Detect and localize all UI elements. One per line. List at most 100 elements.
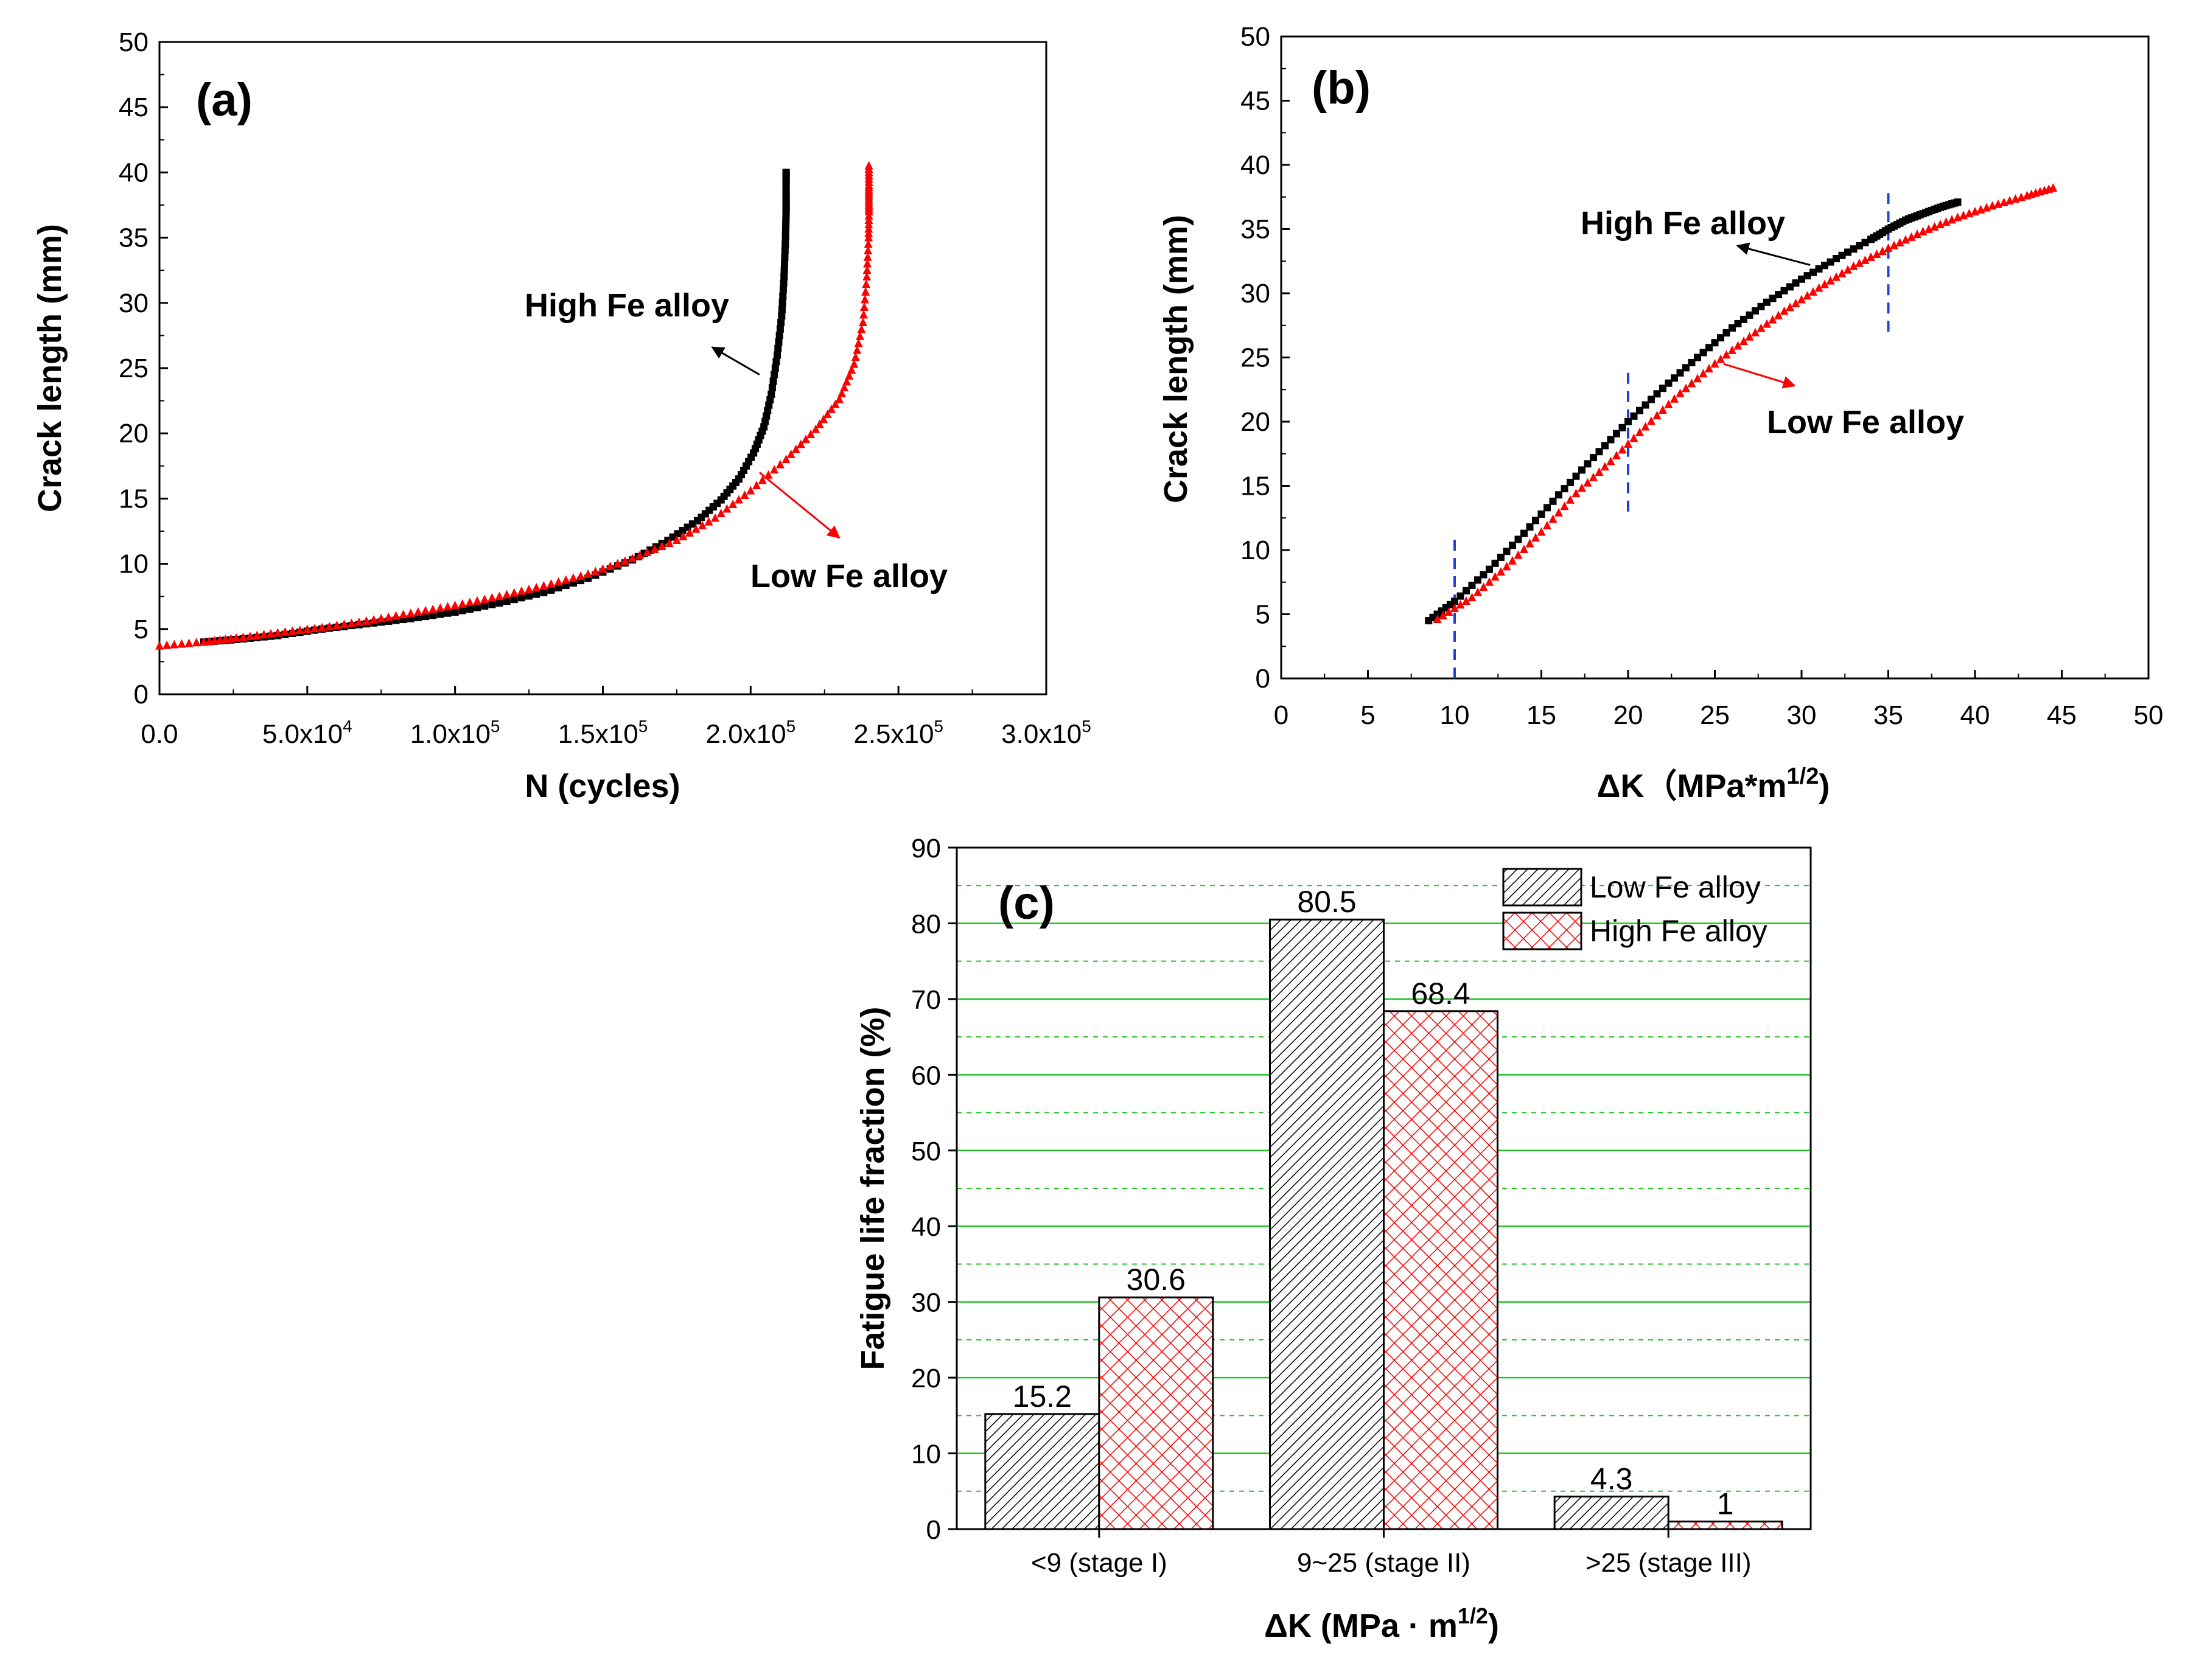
data-point [1595, 448, 1603, 456]
data-point [862, 271, 872, 281]
data-point [1694, 354, 1701, 361]
data-point [781, 253, 789, 261]
data-point [1769, 295, 1777, 302]
y-tick-label: 40 [119, 158, 149, 187]
data-point [253, 630, 262, 640]
data-point [1665, 379, 1673, 387]
data-point [406, 608, 415, 618]
data-point [554, 584, 562, 591]
data-point [391, 611, 400, 620]
data-point [1463, 587, 1470, 594]
data-point [864, 161, 873, 170]
x-tick-label: 35 [1873, 700, 1903, 730]
x-axis-label: N (cycles) [525, 768, 680, 804]
annotation-arrow [758, 472, 841, 539]
data-point [1786, 283, 1794, 291]
data-point [503, 598, 511, 605]
data-point [1474, 587, 1482, 596]
data-point [318, 622, 327, 632]
data-point [1826, 276, 1835, 285]
legend-label-low-fe: Low Fe alloy [1590, 870, 1761, 904]
data-point [1687, 378, 1696, 388]
data-point [502, 590, 511, 599]
data-point [1878, 246, 1887, 256]
data-point [837, 388, 847, 397]
data-point [1774, 310, 1783, 319]
data-point [273, 628, 282, 637]
data-point [1884, 243, 1893, 253]
data-point [429, 612, 437, 619]
data-point [850, 359, 859, 368]
data-point [1872, 249, 1881, 258]
data-point [815, 419, 824, 428]
chart-panel-b: 0 5 10 15 20 25 30 35 40 45 50 0 5 10 15 20 25 30 35 40 45 50… [1158, 22, 2163, 804]
data-point [779, 286, 787, 294]
data-point [1815, 265, 1823, 273]
data-point [781, 455, 791, 464]
data-point [1717, 334, 1724, 342]
data-point [1734, 319, 1742, 327]
data-point [1514, 535, 1522, 543]
data-point [1746, 311, 1753, 319]
data-point [698, 520, 707, 529]
data-point [729, 500, 738, 509]
data-point [444, 609, 452, 617]
data-point [2049, 183, 2058, 192]
legend: Low Fe alloy High Fe alloy [1502, 868, 1767, 950]
data-point [421, 605, 430, 615]
data-point [450, 601, 460, 610]
y-tick-label: 20 [911, 1364, 941, 1393]
data-point [1861, 255, 1870, 264]
axis-ticks: 0 5 10 15 20 25 30 35 40 45 50 0 5 10 15 20 25 30 35 40 45 50 [1240, 22, 2163, 730]
data-point [495, 599, 503, 607]
data-point [778, 312, 786, 320]
y-tick-label: 50 [1240, 22, 1270, 52]
y-axis-label: Fatigue life fraction (%) [855, 1006, 891, 1370]
data-point [517, 586, 526, 595]
data-point [1693, 374, 1702, 383]
annotation-arrow [1736, 242, 1811, 267]
data-point [488, 593, 497, 602]
x-tick-label: 25 [1700, 700, 1730, 730]
data-point [458, 599, 467, 608]
data-point [1509, 542, 1516, 549]
data-point [1543, 504, 1551, 512]
data-point [399, 610, 408, 619]
data-point [1705, 344, 1713, 352]
data-point [1571, 489, 1581, 498]
data-point [1837, 268, 1847, 277]
legend-swatch-low-fe [1502, 868, 1582, 907]
data-point [413, 607, 422, 616]
data-point [533, 590, 540, 598]
y-tick-label: 40 [1240, 150, 1270, 180]
data-point [369, 615, 379, 624]
data-point [685, 528, 694, 537]
data-point [1584, 460, 1592, 468]
data-point [422, 613, 430, 621]
data-point [835, 394, 844, 403]
data-point [1647, 416, 1655, 425]
data-point [657, 542, 666, 551]
data-point [1468, 582, 1476, 590]
y-tick-label: 15 [119, 484, 149, 514]
x-tick-label: 2.0x105 [705, 717, 795, 749]
data-point [786, 449, 795, 458]
data-point [1462, 596, 1470, 605]
axis-ticks: 0 5 10 15 20 25 30 35 40 45 50 0.0 5.0x104 1.0x105 1.5… [119, 27, 1091, 749]
data-point [1456, 600, 1465, 609]
x-tick-label: 5.0x104 [262, 717, 352, 749]
data-point [1844, 248, 1851, 256]
data-point [1786, 302, 1794, 312]
data-point [1480, 571, 1488, 579]
data-point [547, 579, 556, 588]
data-point [1763, 319, 1771, 328]
data-point [192, 638, 201, 647]
data-point [1659, 385, 1666, 392]
data-point [1699, 349, 1707, 357]
data-point [650, 545, 659, 554]
data-point [862, 279, 871, 288]
bar-value-label: 4.3 [1590, 1462, 1633, 1496]
data-point [1503, 548, 1511, 556]
x-tick-label: 0.0 [141, 719, 178, 749]
bar-value-label: 15.2 [1013, 1379, 1072, 1413]
